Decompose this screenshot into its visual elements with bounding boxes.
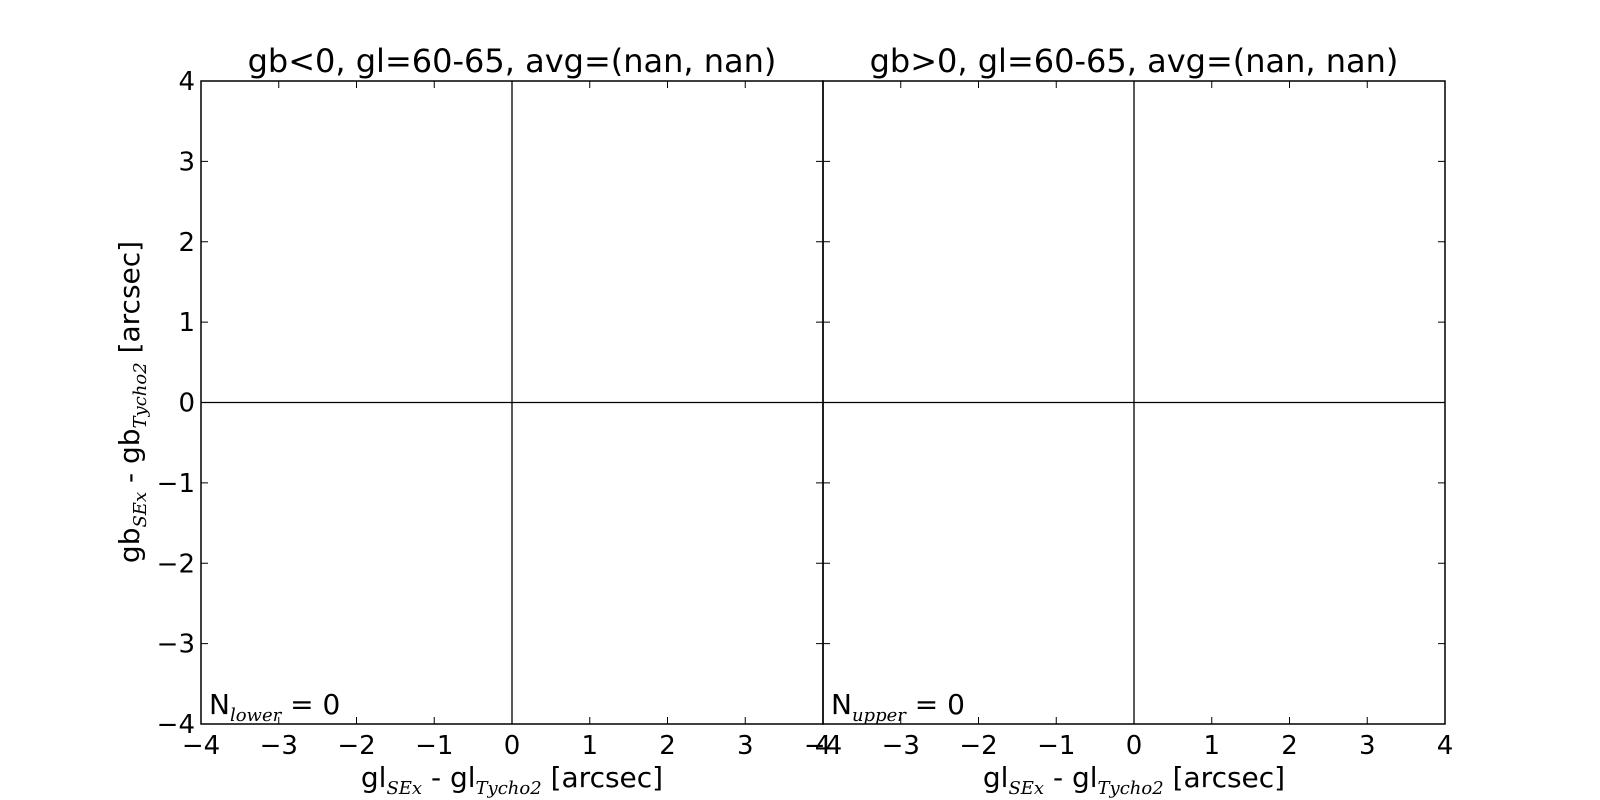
count-annotation-base: N xyxy=(831,688,852,721)
x-tick-label: 0 xyxy=(1126,731,1143,761)
count-annotation-subscript: upper xyxy=(852,705,907,726)
y-axis-label-sub2: Tycho2 xyxy=(130,362,151,428)
y-tick-label: 3 xyxy=(178,147,195,177)
x-tick-label: −1 xyxy=(415,731,453,761)
x-tick-label: −3 xyxy=(260,731,298,761)
x-tick-label: −4 xyxy=(182,731,220,761)
x-tick-label: 2 xyxy=(659,731,676,761)
y-tick-label: −4 xyxy=(157,710,195,740)
y-tick-label: −3 xyxy=(157,630,195,660)
x-tick-label: −4 xyxy=(804,731,842,761)
x-axis-label-sub1: SEx xyxy=(1008,778,1044,799)
y-tick-labels-lower: −4 −3 −2 −1 0 1 2 3 4 xyxy=(157,67,195,740)
x-tick-label: −2 xyxy=(337,731,375,761)
x-axis-label-tail: [arcsec] xyxy=(1164,761,1285,794)
y-tick-label: 0 xyxy=(178,389,195,419)
count-annotation-subscript: lower xyxy=(230,705,283,726)
plot-frame-upper xyxy=(822,80,1446,725)
x-tick-label: 4 xyxy=(1437,731,1454,761)
count-annotation-upper: Nupper = 0 xyxy=(831,688,965,726)
x-axis-label-sub2: Tycho2 xyxy=(1098,778,1164,799)
count-annotation-value: = 0 xyxy=(281,688,340,721)
x-tick-label: 1 xyxy=(581,731,598,761)
panel-upper: gb>0, gl=60-65, avg=(nan, nan) −4 −3 −2 −1 0… xyxy=(804,42,1453,799)
x-axis-label-base: gl xyxy=(983,761,1009,794)
x-tick-label: 1 xyxy=(1203,731,1220,761)
x-axis-label-tail: [arcsec] xyxy=(542,761,663,794)
panel-title-upper: gb>0, gl=60-65, avg=(nan, nan) xyxy=(870,42,1399,80)
count-annotation-value: = 0 xyxy=(906,688,965,721)
x-tick-label: 2 xyxy=(1281,731,1298,761)
y-tick-label: 2 xyxy=(178,228,195,258)
y-axis-label-base: gb xyxy=(113,528,146,564)
x-axis-label-mid: - gl xyxy=(422,761,475,794)
y-axis-label-mid: - gb xyxy=(113,428,146,491)
x-axis-label-sub1: SEx xyxy=(386,778,422,799)
x-axis-label-upper: glSEx - glTycho2 [arcsec] xyxy=(983,761,1285,799)
x-axis-label-base: gl xyxy=(361,761,387,794)
y-axis-label-sub1: SEx xyxy=(130,492,151,528)
x-tick-label: −2 xyxy=(959,731,997,761)
x-axis-label-sub2: Tycho2 xyxy=(476,778,542,799)
panel-title-lower: gb<0, gl=60-65, avg=(nan, nan) xyxy=(248,42,777,80)
y-tick-label: 1 xyxy=(178,308,195,338)
y-tick-label: −2 xyxy=(157,549,195,579)
count-annotation-base: N xyxy=(209,688,230,721)
x-tick-label: 3 xyxy=(1359,731,1376,761)
y-axis-label-lower: gbSEx - gbTycho2 [arcsec] xyxy=(113,241,151,563)
x-tick-labels-lower: −4 −3 −2 −1 0 1 2 3 4 xyxy=(182,731,831,761)
x-tick-label: 3 xyxy=(737,731,754,761)
x-axis-label-mid: - gl xyxy=(1044,761,1097,794)
y-tick-label: −1 xyxy=(157,469,195,499)
x-tick-label: −3 xyxy=(882,731,920,761)
x-tick-labels-upper: −4 −3 −2 −1 0 1 2 3 4 xyxy=(804,731,1453,761)
count-annotation-lower: Nlower = 0 xyxy=(209,688,340,726)
x-tick-label: 4 xyxy=(815,731,832,761)
y-axis-label-tail: [arcsec] xyxy=(113,241,146,362)
x-tick-label: 0 xyxy=(504,731,521,761)
x-axis-label-lower: glSEx - glTycho2 [arcsec] xyxy=(361,761,663,799)
panel-lower: gb<0, gl=60-65, avg=(nan, nan) −4 −3 −2 −1 0… xyxy=(113,42,831,799)
y-tick-label: 4 xyxy=(178,67,195,97)
x-tick-label: −1 xyxy=(1037,731,1075,761)
